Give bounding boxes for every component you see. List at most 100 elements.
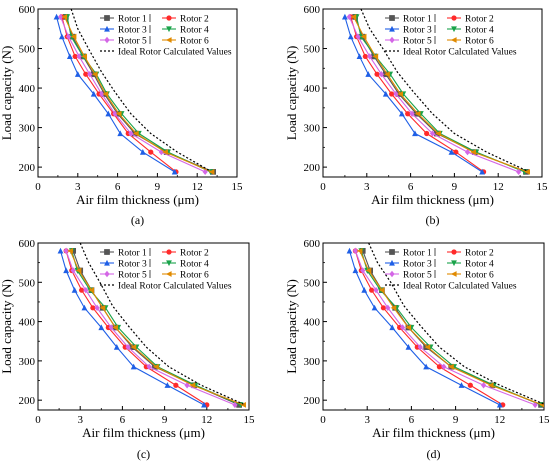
legend-label: Rotor 6 [465, 270, 494, 280]
legend-label: Rotor 6 [465, 36, 494, 46]
data-point [74, 71, 81, 77]
y-tick-label: 500 [304, 277, 321, 289]
data-point [355, 33, 361, 40]
legend-marker [451, 26, 457, 33]
data-point [76, 53, 82, 60]
series-rotor-1 [359, 248, 544, 408]
series-rotor-3 [346, 247, 503, 408]
legend-item: Rotor 3 [385, 259, 436, 269]
data-point [133, 130, 139, 137]
data-point [356, 53, 363, 60]
data-point [382, 90, 389, 97]
data-point [347, 33, 354, 40]
y-tick-label: 200 [19, 162, 36, 174]
legend-item: Rotor 5 [385, 270, 436, 280]
x-tick-label: 9 [452, 181, 458, 193]
data-point [173, 382, 179, 388]
chart-panel-3: 0 3 6 9 12 15 200 300 400 500 600 Air film thicknes… [0, 238, 255, 461]
legend-label: Rotor 5 [403, 36, 432, 46]
legend-label: Ideal Rotor Calculated Values [118, 47, 232, 57]
data-point [94, 304, 100, 312]
legend: Rotor 1 Rotor 2 Rotor 3 Rotor 4 Rotor 5 Rotor… [100, 14, 232, 57]
legend-marker [389, 259, 395, 266]
data-point [435, 130, 441, 137]
series-rotor-5 [346, 13, 522, 176]
data-point [487, 382, 494, 389]
data-point [453, 149, 459, 155]
y-axis-title: Load capacity (N) [0, 279, 14, 374]
data-point [362, 53, 368, 60]
legend-marker [451, 260, 457, 267]
data-point [458, 382, 465, 388]
data-point [479, 168, 486, 175]
data-point [390, 304, 397, 311]
legend-item: Rotor 6 [447, 270, 494, 280]
data-point [75, 267, 82, 274]
data-point [378, 71, 384, 78]
data-point [171, 168, 178, 175]
legend-marker [389, 36, 395, 44]
legend: Rotor 1 Rotor 2 Rotor 3 Rotor 4 Rotor 5 Rotor… [385, 14, 517, 57]
chart-panel-1: 0 3 6 9 12 15 200 300 400 500 600 Air film thicknes… [0, 4, 243, 227]
data-point [65, 33, 72, 40]
legend: Rotor 1 Rotor 2 Rotor 3 Rotor 4 Rotor 5 Rotor… [385, 248, 517, 291]
legend-label: Ideal Rotor Calculated Values [118, 281, 232, 291]
data-point [360, 33, 367, 40]
y-axis-title: Load capacity (N) [284, 279, 299, 374]
legend-item: Ideal Rotor Calculated Values [385, 281, 517, 291]
series-line [65, 250, 236, 406]
data-point [532, 401, 538, 409]
data-point [125, 343, 131, 351]
x-tick-label: 0 [35, 414, 41, 426]
data-point [414, 110, 421, 117]
plot-area [346, 243, 544, 409]
x-tick-label: 12 [201, 414, 212, 426]
data-point [91, 71, 98, 78]
data-point [72, 53, 78, 60]
x-tick-label: 15 [232, 181, 244, 193]
legend-marker [165, 37, 172, 43]
series-line [353, 16, 528, 173]
data-point [389, 324, 396, 331]
legend-item: Rotor 1 [385, 14, 436, 24]
data-point [88, 287, 95, 294]
legend-item: Rotor 1 [100, 248, 151, 258]
series-ideal-rotor-calculated-values [79, 243, 244, 405]
legend-item: Rotor 1 [100, 14, 151, 24]
x-tick-label: 0 [320, 181, 326, 193]
legend-item: Rotor 6 [162, 36, 209, 46]
data-point [374, 71, 380, 77]
legend-item: Rotor 2 [162, 14, 209, 24]
data-point [113, 344, 120, 350]
legend-item: Rotor 1 [385, 248, 436, 258]
legend-item: Rotor 3 [385, 25, 436, 35]
x-tick-label: 0 [320, 414, 326, 426]
data-point [470, 149, 476, 155]
data-point [372, 53, 379, 60]
data-point [164, 382, 171, 388]
legend-item: Rotor 4 [162, 25, 209, 35]
data-point [70, 33, 77, 40]
legend-marker [166, 249, 172, 255]
legend-marker [104, 249, 110, 255]
legend-label: Rotor 1 [403, 248, 432, 258]
x-tick-label: 12 [192, 181, 203, 193]
legend-label: Rotor 1 [118, 248, 147, 258]
data-point [424, 344, 431, 351]
legend-item: Rotor 5 [100, 270, 151, 280]
y-tick-label: 400 [19, 83, 36, 95]
series-rotor-6 [67, 247, 246, 408]
data-point [448, 148, 455, 155]
series-line [368, 243, 544, 405]
legend-label: Rotor 2 [465, 14, 494, 24]
data-point [448, 363, 454, 370]
legend-label: Rotor 5 [118, 270, 147, 280]
legend-marker [451, 15, 457, 21]
data-point [83, 71, 89, 77]
data-point [81, 304, 88, 311]
x-tick-label: 3 [75, 181, 81, 193]
series-rotor-3 [342, 13, 486, 175]
y-tick-label: 200 [19, 395, 36, 407]
data-point [464, 148, 471, 156]
